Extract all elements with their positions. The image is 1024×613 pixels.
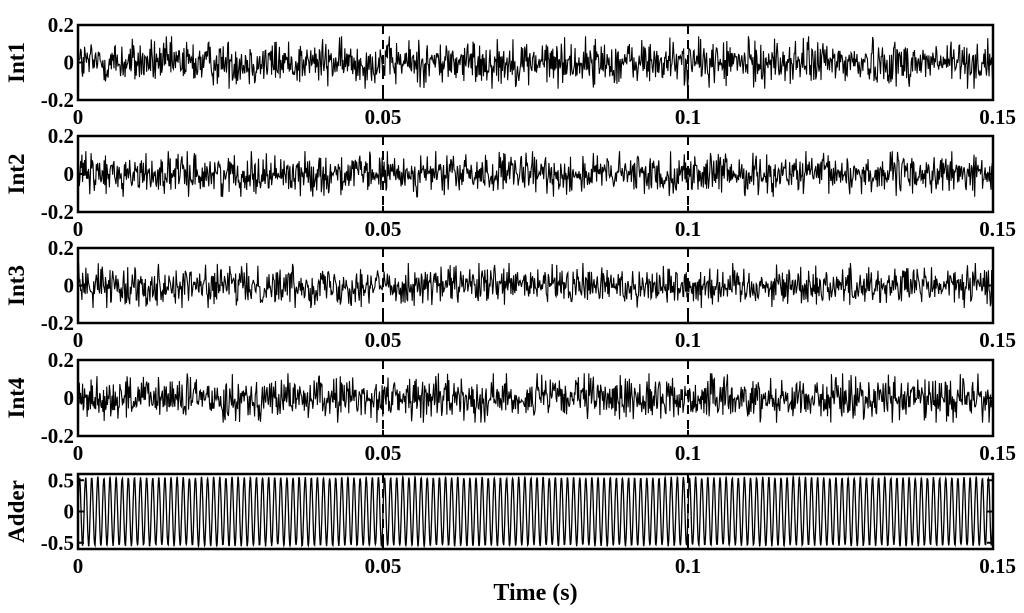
x-tick-label: 0 bbox=[73, 105, 84, 129]
x-tick-label: 0.05 bbox=[365, 554, 402, 578]
y-tick-label: 0.2 bbox=[48, 236, 74, 260]
y-tick-label: 0.2 bbox=[48, 13, 74, 37]
x-tick-label: 0.05 bbox=[365, 217, 402, 241]
y-tick-label: 0 bbox=[64, 51, 75, 75]
y-tick-label: -0.2 bbox=[41, 424, 74, 448]
y-axis-label: Int4 bbox=[4, 377, 29, 418]
x-tick-label: 0 bbox=[73, 441, 84, 465]
y-tick-label: 0 bbox=[64, 386, 75, 410]
series-line-5 bbox=[78, 474, 993, 549]
y-tick-label: -0.2 bbox=[41, 200, 74, 224]
y-tick-label: -0.5 bbox=[41, 531, 74, 555]
series-line-1 bbox=[78, 36, 993, 89]
x-tick-label: 0 bbox=[73, 554, 84, 578]
y-tick-label: 0 bbox=[64, 274, 75, 298]
y-tick-label: 0.5 bbox=[48, 468, 74, 492]
series-line-4 bbox=[78, 373, 993, 423]
x-tick-label: 0.05 bbox=[365, 328, 402, 352]
x-tick-label: 0.15 bbox=[979, 441, 1016, 465]
y-axis-label: Int1 bbox=[4, 42, 29, 83]
x-tick-label: 0.1 bbox=[675, 441, 701, 465]
y-tick-label: -0.2 bbox=[41, 88, 74, 112]
x-tick-label: 0.1 bbox=[675, 554, 701, 578]
y-axis-label: Adder bbox=[4, 480, 29, 543]
x-tick-label: 0.15 bbox=[979, 328, 1016, 352]
x-tick-label: 0.1 bbox=[675, 328, 701, 352]
y-axis-label: Int2 bbox=[4, 154, 29, 195]
x-tick-label: 0.05 bbox=[365, 105, 402, 129]
y-tick-label: 0.2 bbox=[48, 348, 74, 372]
x-tick-label: 0.05 bbox=[365, 441, 402, 465]
y-tick-label: 0.2 bbox=[48, 124, 74, 148]
y-tick-label: 0 bbox=[64, 162, 75, 186]
series-line-3 bbox=[78, 262, 993, 309]
x-axis-label: Time (s) bbox=[493, 580, 577, 606]
x-tick-label: 0.15 bbox=[979, 105, 1016, 129]
x-tick-label: 0.1 bbox=[675, 105, 701, 129]
x-tick-label: 0.15 bbox=[979, 217, 1016, 241]
series-line-2 bbox=[78, 151, 993, 198]
x-tick-label: 0.1 bbox=[675, 217, 701, 241]
y-tick-label: -0.2 bbox=[41, 311, 74, 335]
x-tick-label: 0.15 bbox=[979, 554, 1016, 578]
x-tick-label: 0 bbox=[73, 328, 84, 352]
x-tick-label: 0 bbox=[73, 217, 84, 241]
y-tick-label: 0 bbox=[64, 500, 75, 524]
y-axis-label: Int3 bbox=[4, 265, 29, 306]
